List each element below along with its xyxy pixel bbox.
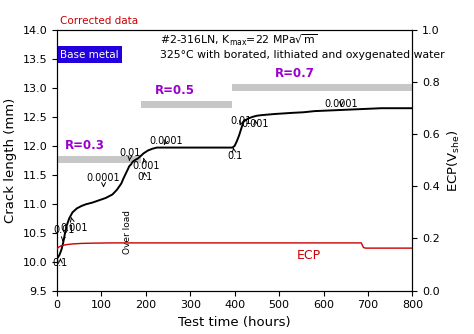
Text: 0.01: 0.01 bbox=[231, 116, 252, 126]
Text: 0.001: 0.001 bbox=[132, 158, 160, 171]
Text: 0.001: 0.001 bbox=[60, 217, 88, 233]
Text: 0.1: 0.1 bbox=[137, 172, 153, 182]
Y-axis label: ECP(V$_{\mathregular{she}}$): ECP(V$_{\mathregular{she}}$) bbox=[446, 129, 462, 192]
Text: 0.001: 0.001 bbox=[242, 119, 269, 129]
Text: R=0.7: R=0.7 bbox=[274, 67, 314, 80]
Text: R=0.3: R=0.3 bbox=[65, 139, 105, 152]
Text: 0.0001: 0.0001 bbox=[149, 136, 182, 146]
Text: ECP: ECP bbox=[297, 249, 321, 262]
Text: Corrected data: Corrected data bbox=[60, 16, 138, 26]
Text: #2-316LN, K$_{\mathregular{max}}$=22 MPa$\mathregular{\sqrt{m}}$
325°C with bora: #2-316LN, K$_{\mathregular{max}}$=22 MPa… bbox=[160, 33, 445, 60]
Text: R=0.5: R=0.5 bbox=[155, 84, 195, 97]
Y-axis label: Crack length (mm): Crack length (mm) bbox=[4, 98, 17, 223]
X-axis label: Test time (hours): Test time (hours) bbox=[178, 316, 291, 329]
Text: 0.1: 0.1 bbox=[227, 148, 242, 161]
Text: 0.0001: 0.0001 bbox=[87, 173, 120, 186]
Text: Over load: Over load bbox=[123, 209, 132, 254]
Text: 0.01: 0.01 bbox=[119, 148, 141, 161]
Text: 0.1: 0.1 bbox=[53, 258, 68, 268]
Text: 0.0001: 0.0001 bbox=[325, 99, 358, 109]
Text: 0.01: 0.01 bbox=[54, 225, 75, 241]
Text: Base metal: Base metal bbox=[60, 50, 119, 60]
